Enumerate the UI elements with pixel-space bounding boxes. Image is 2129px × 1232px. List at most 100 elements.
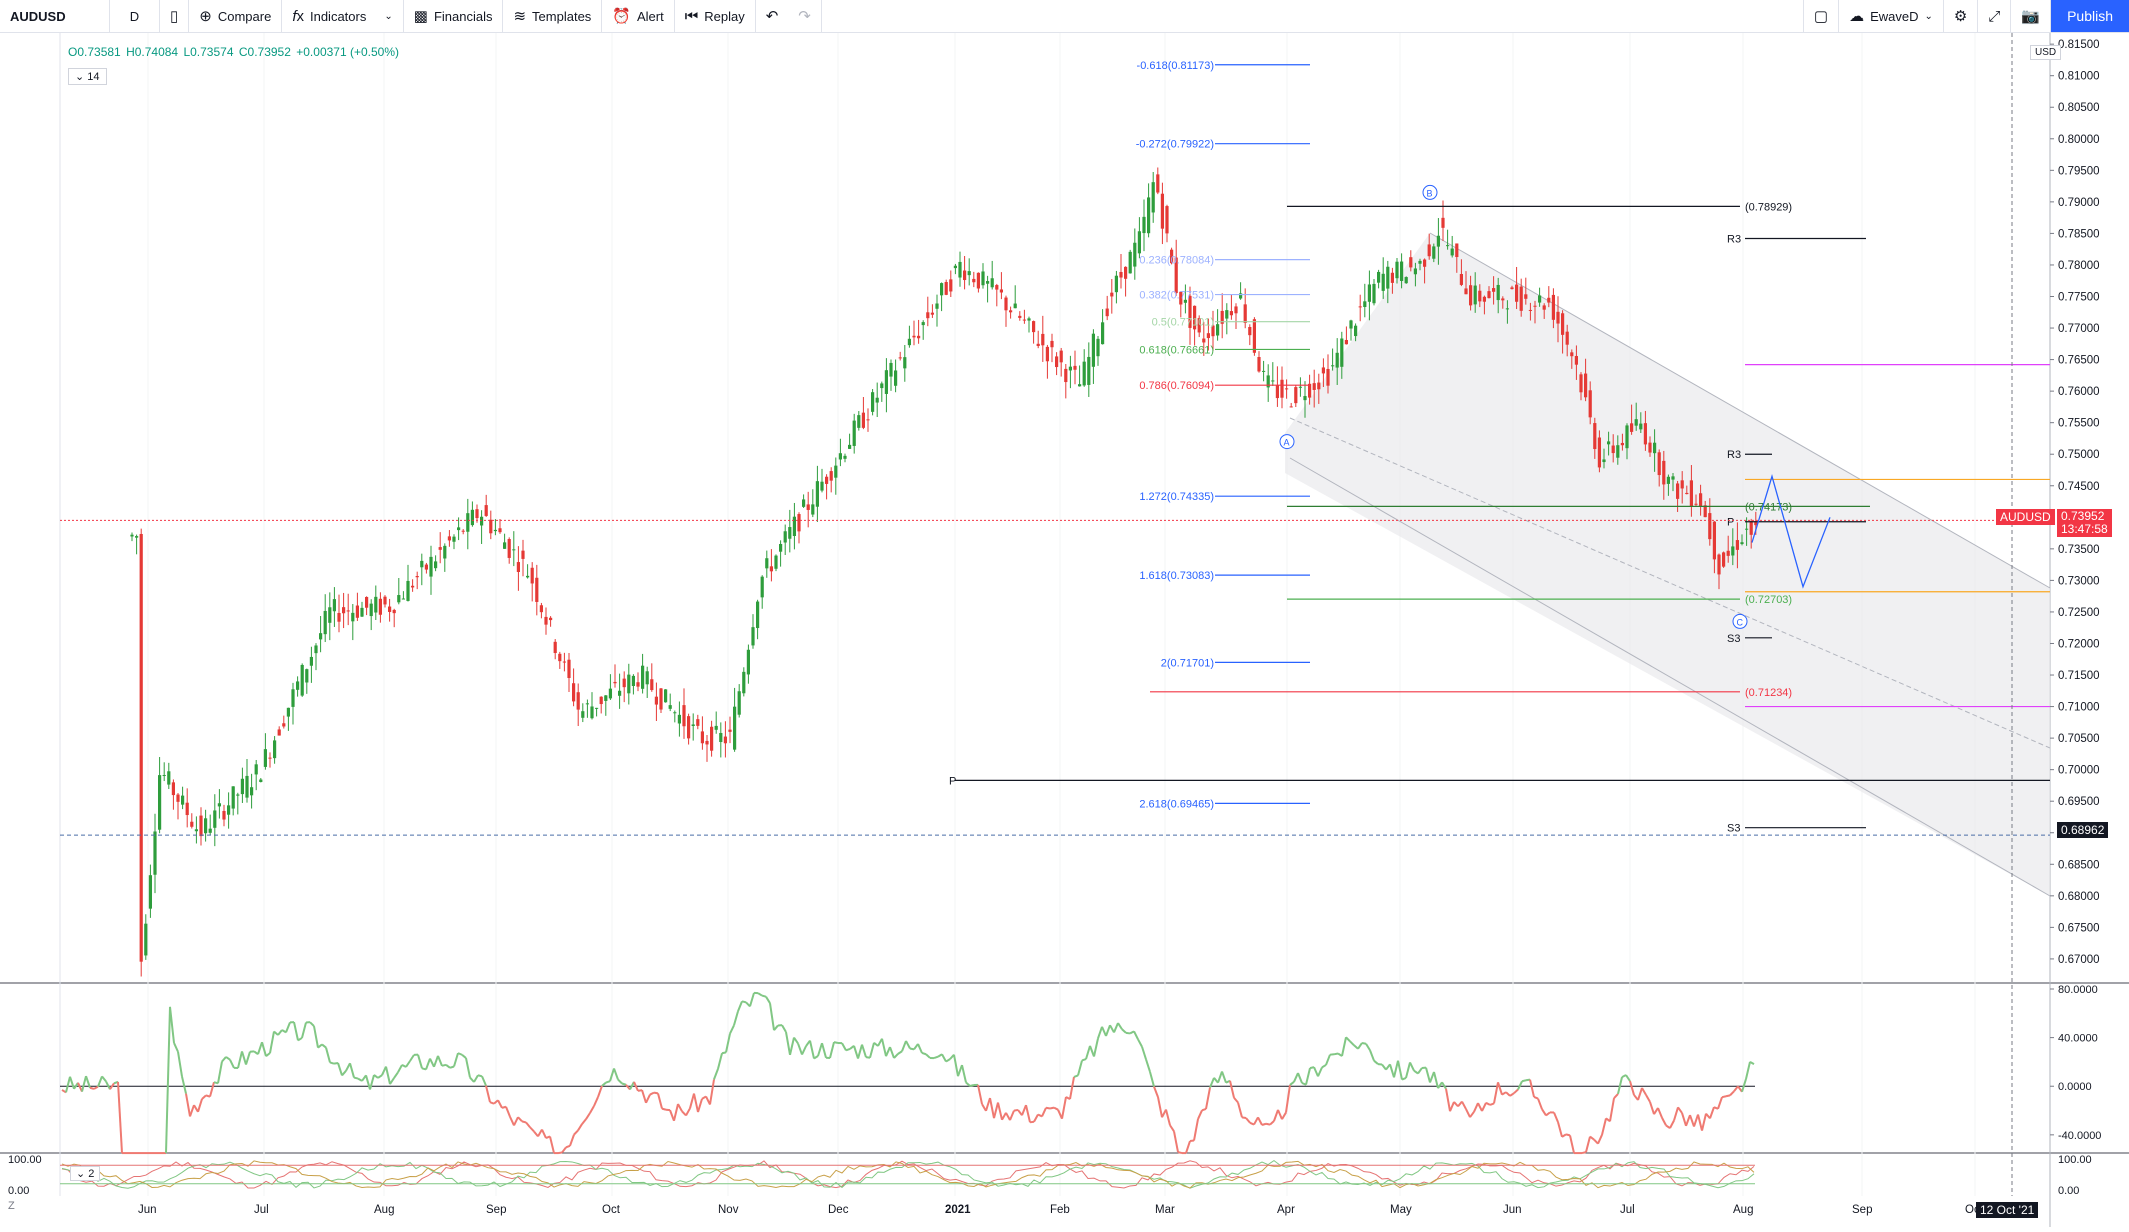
osc-segment: [1034, 1114, 1038, 1121]
candle-body: [1083, 362, 1086, 386]
osc-segment: [218, 1061, 222, 1083]
osc-segment: [1482, 1103, 1486, 1111]
stoch-collapse-toggle[interactable]: ⌄ 2: [70, 1166, 100, 1181]
osc-segment: [378, 1075, 382, 1078]
snapshot-button[interactable]: 📷: [2011, 0, 2051, 32]
layout-button[interactable]: ☁EwaveD⌄: [1839, 0, 1944, 32]
osc-segment: [1126, 1033, 1130, 1034]
wave-label-text: C: [1737, 617, 1744, 627]
publish-button[interactable]: Publish: [2051, 0, 2129, 32]
osc-segment: [1154, 1087, 1158, 1097]
symbol-search[interactable]: AUDUSD: [0, 0, 110, 32]
candle-body: [1326, 369, 1329, 386]
osc-segment: [1466, 1109, 1470, 1117]
osc-segment: [1274, 1110, 1278, 1121]
osc-segment: [918, 1044, 922, 1053]
osc-segment: [822, 1043, 826, 1058]
candle-body: [1492, 288, 1495, 292]
x-tick-label: Jun: [138, 1204, 157, 1216]
osc-segment: [402, 1065, 406, 1067]
osc-segment: [1474, 1103, 1478, 1112]
candle-body: [1276, 385, 1279, 398]
candle-body: [489, 520, 492, 534]
fullscreen-button[interactable]: ⤢: [1978, 0, 2011, 32]
osc-segment: [1198, 1110, 1202, 1119]
candle-body: [1156, 174, 1159, 192]
interval-button[interactable]: D: [110, 0, 160, 32]
pivot-label: S3: [1727, 633, 1740, 645]
replay-button[interactable]: ⏮Replay: [675, 0, 756, 32]
candle-body: [222, 811, 225, 820]
candle-body: [705, 741, 708, 744]
osc-segment: [842, 1043, 846, 1050]
templates-button[interactable]: ≋Templates: [503, 0, 602, 32]
alert-button[interactable]: ⏰Alert: [602, 0, 674, 32]
candle-body: [549, 618, 552, 620]
candle-body: [1561, 313, 1564, 335]
osc-segment: [322, 1044, 326, 1047]
osc-segment: [1730, 1091, 1734, 1095]
osc-segment: [1726, 1095, 1730, 1096]
osc-segment: [222, 1057, 226, 1062]
candle-body: [172, 782, 175, 795]
osc-segment: [350, 1063, 354, 1077]
candle-body: [480, 517, 483, 526]
osc-segment: [674, 1104, 678, 1121]
candle-body: [1441, 218, 1444, 228]
osc-segment: [870, 1043, 874, 1058]
osc-segment: [1502, 1092, 1506, 1094]
candle-body: [968, 271, 971, 275]
candle-body: [600, 697, 603, 704]
candle-body: [986, 281, 989, 284]
candle-body: [411, 586, 414, 588]
candle-body: [347, 610, 350, 611]
fullscreen-select-button[interactable]: ▢: [1803, 0, 1839, 32]
osc-segment: [178, 1052, 182, 1077]
candle-body: [1644, 423, 1647, 444]
osc-segment: [446, 1065, 450, 1068]
undo-button[interactable]: ↶: [756, 0, 789, 32]
candle-body: [912, 336, 915, 338]
osc-segment: [1650, 1102, 1654, 1114]
x-tick-label: Feb: [1050, 1204, 1070, 1216]
osc-segment: [1346, 1037, 1350, 1041]
indicator-collapse-toggle[interactable]: ⌄ 14: [68, 68, 107, 85]
x-tick-label: Nov: [718, 1204, 739, 1216]
financials-button[interactable]: ▩Financials: [404, 0, 504, 32]
candle-body: [1460, 274, 1463, 285]
osc-segment: [594, 1097, 598, 1106]
osc-segment: [550, 1136, 554, 1153]
candle-body: [439, 547, 442, 550]
candle-body: [1262, 371, 1265, 372]
candle-body: [1630, 423, 1633, 432]
candle-body: [1004, 298, 1007, 311]
candle-body: [1575, 356, 1578, 365]
candle-body: [623, 679, 626, 688]
osc-segment: [1694, 1115, 1698, 1127]
fib-level-label: 2(0.71701): [1161, 657, 1214, 669]
candle-body: [1317, 383, 1320, 390]
osc-segment: [242, 1051, 246, 1064]
candle-body: [1736, 540, 1739, 550]
candle-body: [811, 504, 814, 514]
redo-button[interactable]: ↷: [788, 0, 822, 32]
price-chart-svg[interactable]: 0.815000.810000.805000.800000.795000.790…: [0, 33, 2129, 1227]
candle-body: [1313, 383, 1316, 390]
osc-segment: [1122, 1029, 1126, 1033]
compare-button[interactable]: ⊕Compare: [189, 0, 282, 32]
candle-body: [1050, 341, 1053, 347]
osc-segment: [1538, 1099, 1542, 1110]
candle-body: [209, 829, 212, 833]
settings-button[interactable]: ⚙: [1944, 0, 1978, 32]
chart-type-button[interactable]: ▯: [160, 0, 189, 32]
currency-label[interactable]: USD: [2030, 45, 2061, 60]
candle-body: [406, 581, 409, 601]
osc-segment: [1118, 1023, 1122, 1029]
gear-icon: ⚙: [1954, 7, 1967, 25]
osc-segment: [902, 1041, 906, 1051]
candle-body: [958, 262, 961, 278]
legend-change: +0.00371 (+0.50%): [296, 45, 399, 59]
